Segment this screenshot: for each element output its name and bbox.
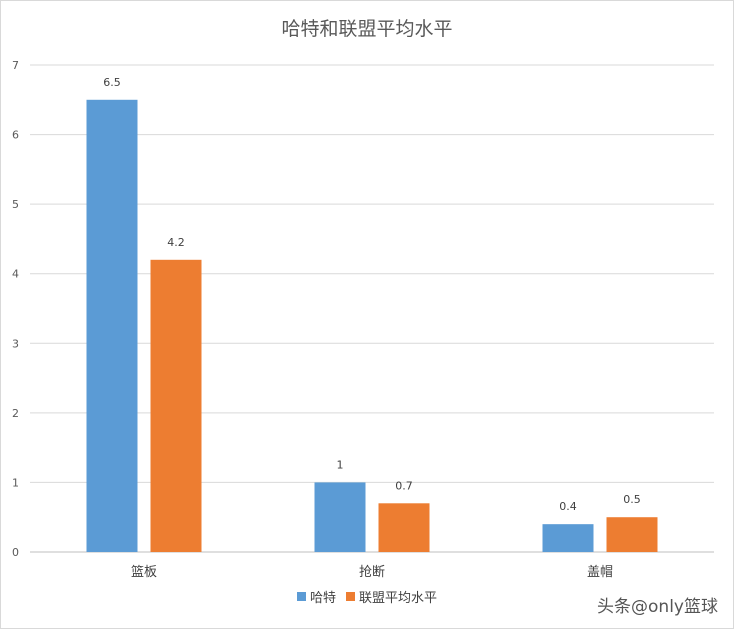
legend-swatch: [346, 592, 355, 601]
y-tick-label: 2: [12, 407, 19, 420]
data-label: 0.7: [395, 479, 413, 492]
chart-title: 哈特和联盟平均水平: [281, 18, 453, 40]
legend-swatch: [296, 592, 306, 601]
y-tick-label: 6: [12, 129, 19, 142]
legend-label: 哈特: [309, 591, 336, 606]
watermark: 头条@only篮球: [597, 597, 718, 617]
legend-item: 哈特: [296, 587, 336, 606]
bar: [150, 259, 202, 552]
x-tick-label: 抢断: [359, 564, 385, 580]
bar: [314, 482, 366, 552]
y-tick-label: 1: [12, 476, 19, 489]
bar: [542, 524, 594, 552]
data-label: 6.5: [103, 76, 121, 89]
y-tick-label: 5: [12, 198, 19, 211]
bar: [606, 517, 658, 552]
legend-label: 联盟平均水平: [359, 591, 438, 606]
y-tick-label: 4: [12, 268, 19, 281]
x-tick-label: 篮板: [131, 565, 157, 580]
bar: [378, 503, 430, 552]
data-label: 1: [337, 458, 344, 471]
y-tick-label: 0: [12, 546, 19, 559]
x-tick-label: 盖帽: [587, 564, 613, 580]
data-label: 0.5: [623, 493, 641, 506]
y-tick-label: 7: [12, 59, 19, 72]
y-tick-label: 3: [12, 337, 19, 350]
bar: [86, 99, 138, 553]
legend-item: 联盟平均水平: [346, 587, 437, 606]
data-label: 4.2: [167, 236, 185, 249]
chart-legend: 哈特 联盟平均水平: [0, 587, 734, 606]
data-label: 0.4: [559, 500, 577, 513]
